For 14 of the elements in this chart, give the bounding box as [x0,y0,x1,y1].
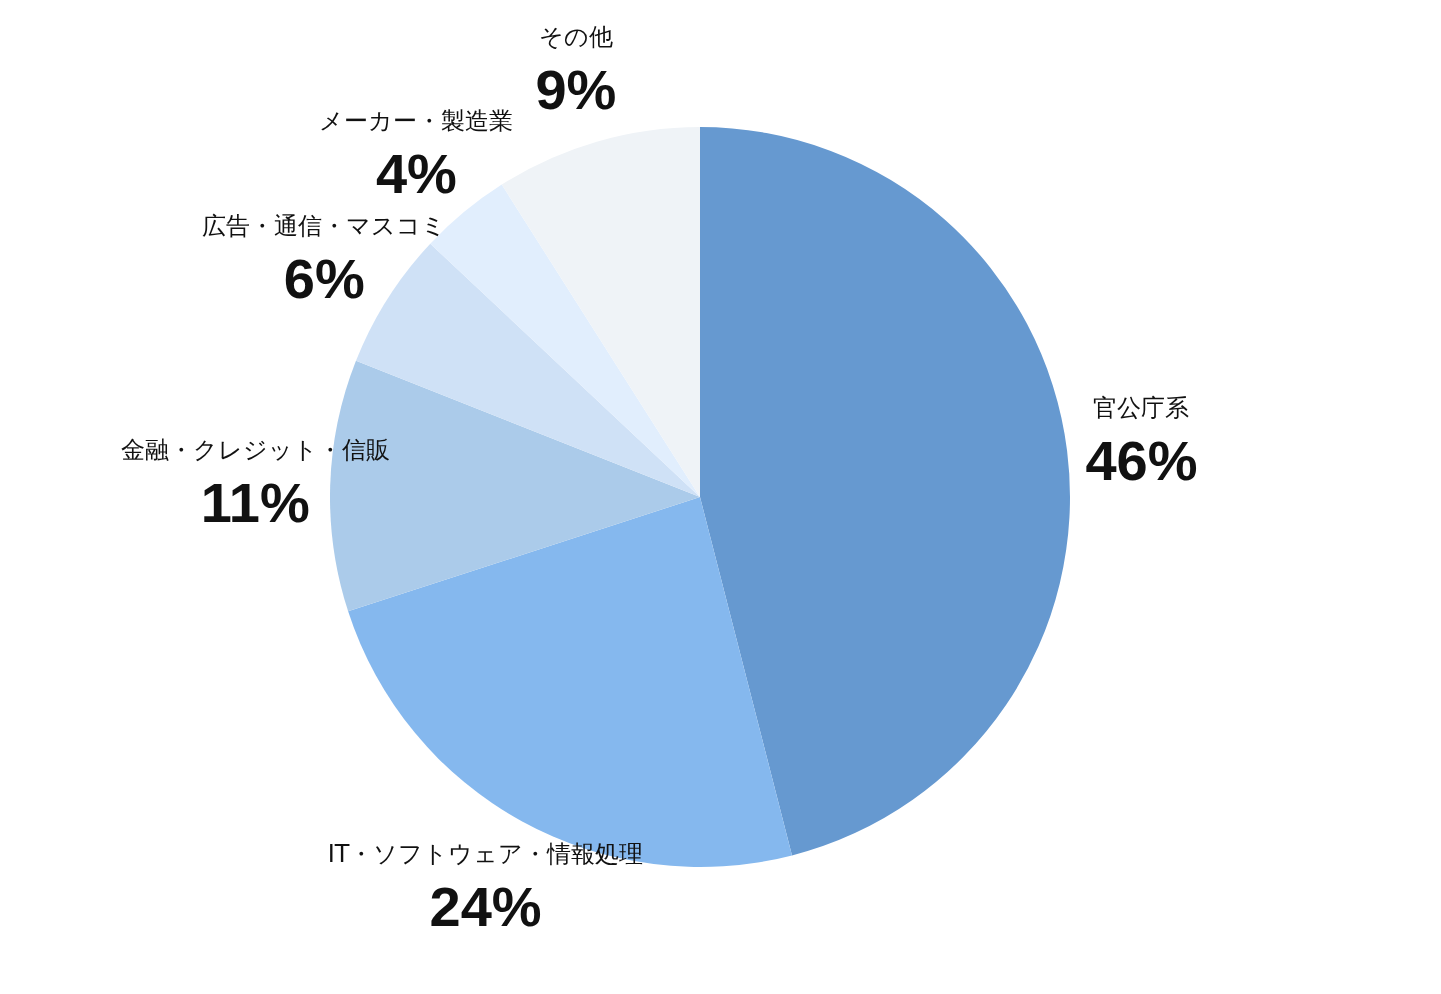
slice-label: 金融・クレジット・信販 [120,436,390,465]
slice-label: 官公庁系 [1093,394,1190,423]
slice-label: メーカー・製造業 [319,107,514,136]
data-label: 24% [429,874,542,938]
pie-slice [330,360,700,612]
data-label: 6% [283,246,365,310]
slice-label: 広告・通信・マスコミ [202,211,447,240]
data-label: 9% [535,57,617,121]
data-label: 4% [375,142,457,206]
data-label: 46% [1085,429,1198,493]
slice-label: IT・ソフトウェア・情報処理 [327,839,644,868]
slice-label: その他 [538,22,613,51]
data-label: 11% [200,471,310,535]
pie-slice [700,127,1070,856]
